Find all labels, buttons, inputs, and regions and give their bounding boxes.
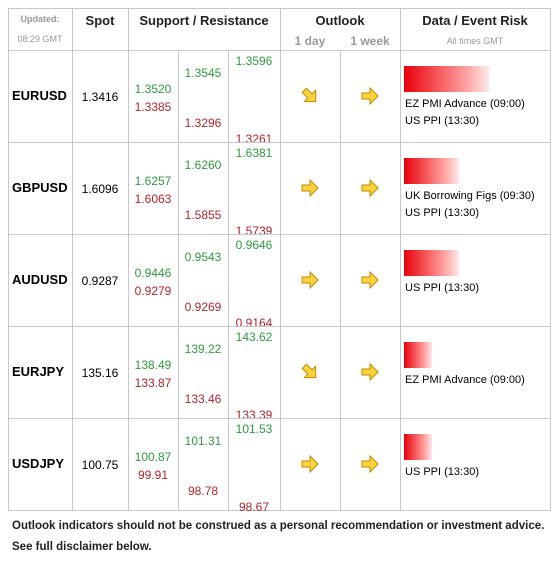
risk-bar (404, 250, 459, 276)
sr-divider (228, 142, 229, 234)
spot: 1.3416 (81, 90, 119, 104)
arrow-icon (361, 178, 379, 198)
outlook-arrow (360, 270, 380, 290)
arrow-icon (361, 362, 379, 382)
spot: 100.75 (81, 458, 119, 472)
spot: 1.6096 (81, 182, 119, 196)
outlook-arrow (300, 178, 320, 198)
resistance: 0.9646 (235, 238, 273, 252)
resistance: 1.6257 (134, 174, 172, 188)
resistance: 0.9543 (184, 250, 222, 264)
event: US PPI (13:30) (405, 207, 479, 219)
support: 1.6063 (134, 192, 172, 206)
support: 1.3385 (134, 100, 172, 114)
outlook-arrow (300, 362, 320, 382)
support: 98.78 (187, 484, 219, 498)
resistance: 138.49 (134, 358, 172, 372)
pair: EURJPY (12, 364, 65, 379)
support: 1.5855 (184, 208, 222, 222)
sr-divider (228, 234, 229, 326)
header-cell (72, 8, 129, 51)
outlook-arrow (300, 270, 320, 290)
risk-bar (404, 158, 459, 184)
risk-bar (404, 66, 489, 92)
times-note: All times GMT (446, 36, 504, 46)
support: 98.67 (238, 500, 270, 514)
event-header: Data / Event Risk (422, 13, 528, 28)
resistance: 101.53 (235, 422, 273, 436)
outlook-1w: 1 week (350, 34, 390, 48)
sr-divider (228, 50, 229, 142)
support: 133.87 (134, 376, 172, 390)
outlook-arrow (360, 454, 380, 474)
support: 133.46 (184, 392, 222, 406)
resistance: 0.9446 (134, 266, 172, 280)
footer-note: Outlook indicators should not be constru… (12, 520, 545, 532)
support: 99.91 (137, 468, 169, 482)
support: 0.9279 (134, 284, 172, 298)
event: EZ PMI Advance (09:00) (405, 374, 525, 386)
sr-header: Support / Resistance (139, 13, 269, 28)
spot: 0.9287 (81, 274, 119, 288)
arrow-icon (301, 363, 317, 379)
risk-bar (404, 342, 432, 368)
resistance: 100.87 (134, 450, 172, 464)
header-cell (8, 8, 73, 51)
event: US PPI (13:30) (405, 466, 479, 478)
outlook-arrow (300, 454, 320, 474)
table-cell (400, 326, 551, 419)
arrow-icon (361, 86, 379, 106)
arrow-icon (301, 454, 319, 474)
event: EZ PMI Advance (09:00) (405, 98, 525, 110)
arrow-icon (301, 270, 319, 290)
sr-divider (178, 326, 179, 418)
pair: AUDUSD (12, 272, 68, 287)
outlook-arrow (360, 86, 380, 106)
updated-label: Updated: (20, 14, 60, 24)
pair: GBPUSD (12, 180, 68, 195)
resistance: 1.3545 (184, 66, 222, 80)
outlook-header: Outlook (315, 13, 365, 28)
resistance: 1.3520 (134, 82, 172, 96)
sr-divider (178, 50, 179, 142)
outlook-arrow (360, 362, 380, 382)
sr-divider (178, 234, 179, 326)
table-cell (400, 418, 551, 511)
risk-bar (404, 434, 432, 460)
header-cell (400, 8, 551, 51)
support: 0.9269 (184, 300, 222, 314)
outlook-arrow (360, 178, 380, 198)
sr-divider (178, 142, 179, 234)
spot: 135.16 (81, 366, 119, 380)
resistance: 101.31 (184, 434, 222, 448)
sr-divider (228, 326, 229, 418)
sr-divider (228, 418, 229, 510)
event: UK Borrowing Figs (09:30) (405, 190, 535, 202)
arrow-icon (361, 270, 379, 290)
footer-note: See full disclaimer below. (12, 541, 152, 553)
arrow-icon (361, 454, 379, 474)
resistance: 1.6260 (184, 158, 222, 172)
resistance: 139.22 (184, 342, 222, 356)
resistance: 143.62 (235, 330, 273, 344)
arrow-icon (301, 178, 319, 198)
arrow-icon (301, 87, 317, 103)
outlook-1d: 1 day (294, 34, 326, 48)
sr-divider (178, 418, 179, 510)
spot-header: Spot (85, 13, 115, 28)
table-cell (400, 234, 551, 327)
table-cell (400, 50, 551, 143)
pair: EURUSD (12, 88, 67, 103)
resistance: 1.6381 (235, 146, 273, 160)
event: US PPI (13:30) (405, 282, 479, 294)
resistance: 1.3596 (235, 54, 273, 68)
support: 1.3296 (184, 116, 222, 130)
table-cell (400, 142, 551, 235)
pair: USDJPY (12, 456, 65, 471)
outlook-arrow (300, 86, 320, 106)
event: US PPI (13:30) (405, 115, 479, 127)
updated-time: 08:29 GMT (17, 34, 63, 44)
